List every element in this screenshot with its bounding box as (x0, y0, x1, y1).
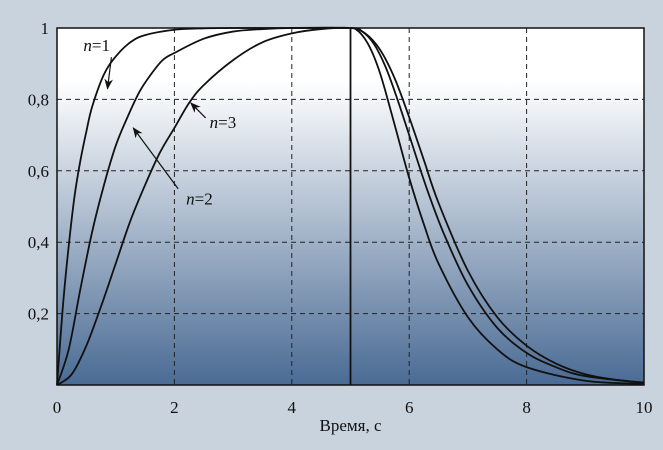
annotation-arrow-0 (104, 57, 113, 90)
annotation-label-0: n=1 (83, 36, 110, 55)
y-tick-labels: 0,2 0,4 0,6 0,8 1 (28, 19, 50, 324)
series-line-3 (56, 26, 645, 386)
x-tick-label-5: 10 (636, 398, 653, 417)
y-tick-label-0: 0,2 (28, 305, 49, 324)
annotation-arrow-1 (190, 102, 207, 119)
y-tick-label-3: 0,8 (28, 90, 49, 109)
x-tick-label-1: 2 (170, 398, 179, 417)
curve-annotations: n=1n=3n=2 (83, 36, 236, 209)
y-tick-label-2: 0,6 (28, 162, 49, 181)
y-tick-label-1: 0,4 (28, 233, 50, 252)
annotation-value-2: =2 (195, 190, 213, 209)
annotation-label-1: n=3 (210, 113, 237, 132)
annotation-value-0: =1 (92, 36, 110, 55)
annotation-var-0: n (83, 36, 92, 55)
x-tick-label-2: 4 (288, 398, 297, 417)
annotation-arrow-2 (132, 127, 179, 190)
x-tick-label-0: 0 (53, 398, 62, 417)
x-tick-labels: 0 2 4 6 8 10 (53, 398, 653, 417)
annotation-value-1: =3 (218, 113, 236, 132)
annotation-label-2: n=2 (186, 190, 213, 209)
x-tick-label-4: 8 (522, 398, 531, 417)
x-tick-label-3: 6 (405, 398, 414, 417)
plot-border (56, 27, 645, 386)
annotation-var-2: n (186, 190, 195, 209)
x-axis-title: Время, с (319, 416, 381, 435)
y-tick-label-4: 1 (41, 19, 50, 38)
grid (57, 28, 644, 385)
annotation-var-1: n (210, 113, 219, 132)
